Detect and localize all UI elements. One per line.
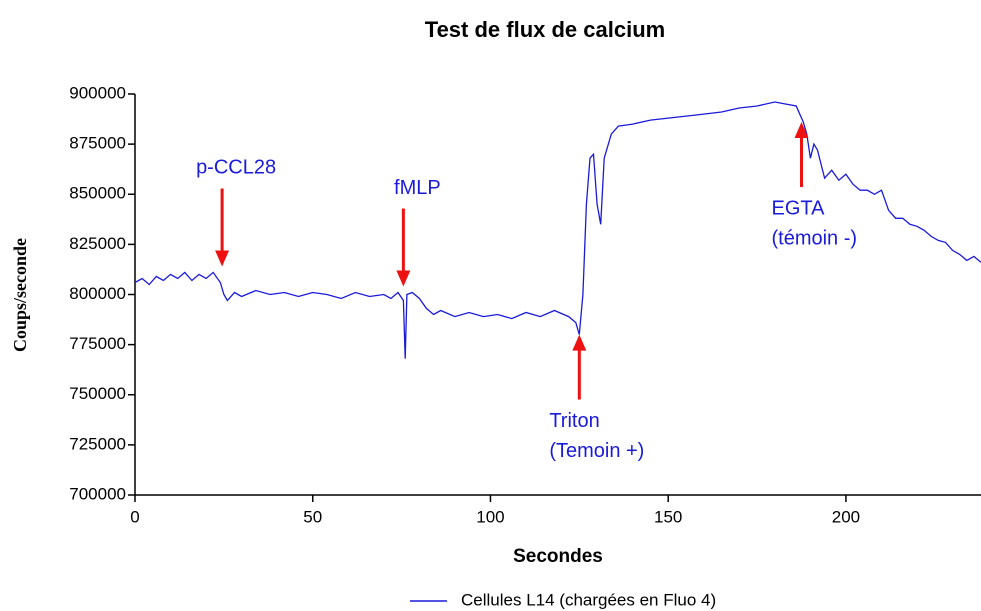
- x-tick-label: 100: [476, 507, 504, 526]
- y-tick-label: 825000: [69, 234, 126, 253]
- annotation-arrowhead: [572, 334, 587, 351]
- y-tick-label: 875000: [69, 134, 126, 153]
- annotation-text: p-CCL28: [196, 157, 276, 179]
- y-tick-label: 850000: [69, 184, 126, 203]
- y-tick-label: 725000: [69, 434, 126, 453]
- annotation-arrowhead: [396, 270, 411, 287]
- y-tick-label: 775000: [69, 334, 126, 353]
- x-tick-label: 50: [303, 507, 322, 526]
- chart-title: Test de flux de calcium: [425, 17, 665, 42]
- y-tick-label: 800000: [69, 284, 126, 303]
- x-tick-label: 200: [832, 507, 860, 526]
- x-tick-label: 150: [654, 507, 682, 526]
- annotation-arrowhead: [794, 122, 809, 139]
- x-axis-label: Secondes: [513, 546, 603, 567]
- annotation-text: fMLP: [394, 177, 441, 199]
- y-tick-label: 900000: [69, 83, 126, 102]
- annotation-text: Triton: [549, 410, 599, 432]
- y-tick-label: 750000: [69, 384, 126, 403]
- annotation-arrowhead: [215, 250, 230, 267]
- annotation-text: EGTA: [771, 197, 825, 219]
- data-line: [134, 101, 981, 359]
- legend-label: Cellules L14 (chargées en Fluo 4): [461, 590, 716, 609]
- annotation-text: (témoin -): [771, 227, 857, 249]
- y-tick-label: 700000: [69, 484, 126, 503]
- annotation-text: (Temoin +): [549, 440, 644, 462]
- y-axis-label: Coups/seconde: [10, 238, 30, 352]
- x-tick-label: 0: [130, 507, 139, 526]
